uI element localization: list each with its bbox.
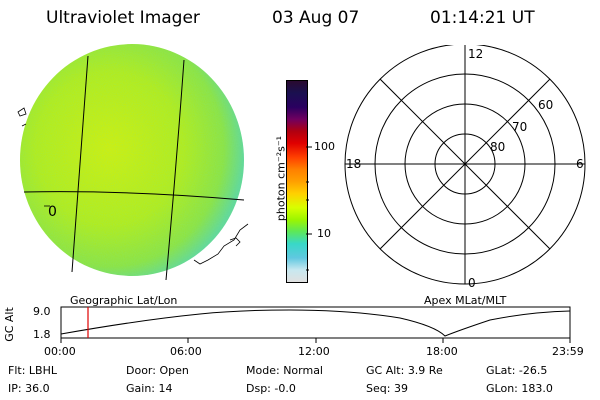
colorbar	[286, 80, 308, 283]
polar-plot	[344, 45, 586, 285]
mlt-label-6: 6	[576, 157, 584, 171]
colorbar-tick-10: 10	[317, 227, 331, 240]
status-gc-alt: GC Alt: 3.9 Re	[366, 364, 443, 377]
longitude-label: 0	[48, 204, 57, 220]
status-mode: Mode: Normal	[246, 364, 323, 377]
mlt-label-18: 18	[346, 157, 362, 171]
apex-panel-label: Apex MLat/MLT	[424, 294, 507, 307]
time-tick-0000: 00:00	[44, 345, 76, 358]
geographic-panel-label: Geographic Lat/Lon	[70, 294, 178, 307]
mlt-label-12: 12	[468, 47, 484, 61]
image-time: 01:14:21 UT	[430, 8, 535, 28]
mlat-label-60: 60	[538, 98, 554, 112]
colorbar-unit-label: photon cm⁻²s⁻¹	[274, 135, 288, 222]
mlat-label-80: 80	[490, 140, 506, 154]
status-ip: IP: 36.0	[8, 382, 50, 395]
time-tick-2359: 23:59	[552, 345, 584, 358]
time-tick-1800: 18:00	[426, 345, 458, 358]
time-tick-0600: 06:00	[170, 345, 202, 358]
image-date: 03 Aug 07	[272, 8, 360, 28]
geographic-image	[17, 44, 249, 281]
lat-lon-grid	[23, 55, 245, 281]
status-gain: Gain: 14	[126, 382, 173, 395]
altitude-axis-label: GC Alt	[2, 307, 16, 342]
altitude-tick-low: 1.8	[33, 328, 51, 341]
status-glat: GLat: -26.5	[486, 364, 548, 377]
status-seq: Seq: 39	[366, 382, 408, 395]
colorbar-ticks	[306, 146, 312, 271]
coastline	[17, 107, 249, 265]
altitude-tick-high: 9.0	[33, 305, 51, 318]
status-door: Door: Open	[126, 364, 189, 377]
status-flt: Flt: LBHL	[8, 364, 57, 377]
mlat-label-70: 70	[512, 120, 528, 134]
time-tick-1200: 12:00	[298, 345, 330, 358]
altitude-plot	[60, 306, 571, 343]
altitude-curve	[60, 309, 571, 337]
instrument-title: Ultraviolet Imager	[46, 8, 200, 28]
status-glon: GLon: 183.0	[486, 382, 553, 395]
mlt-label-0: 0	[468, 276, 476, 290]
status-dsp: Dsp: -0.0	[246, 382, 296, 395]
colorbar-tick-100: 100	[314, 140, 335, 153]
